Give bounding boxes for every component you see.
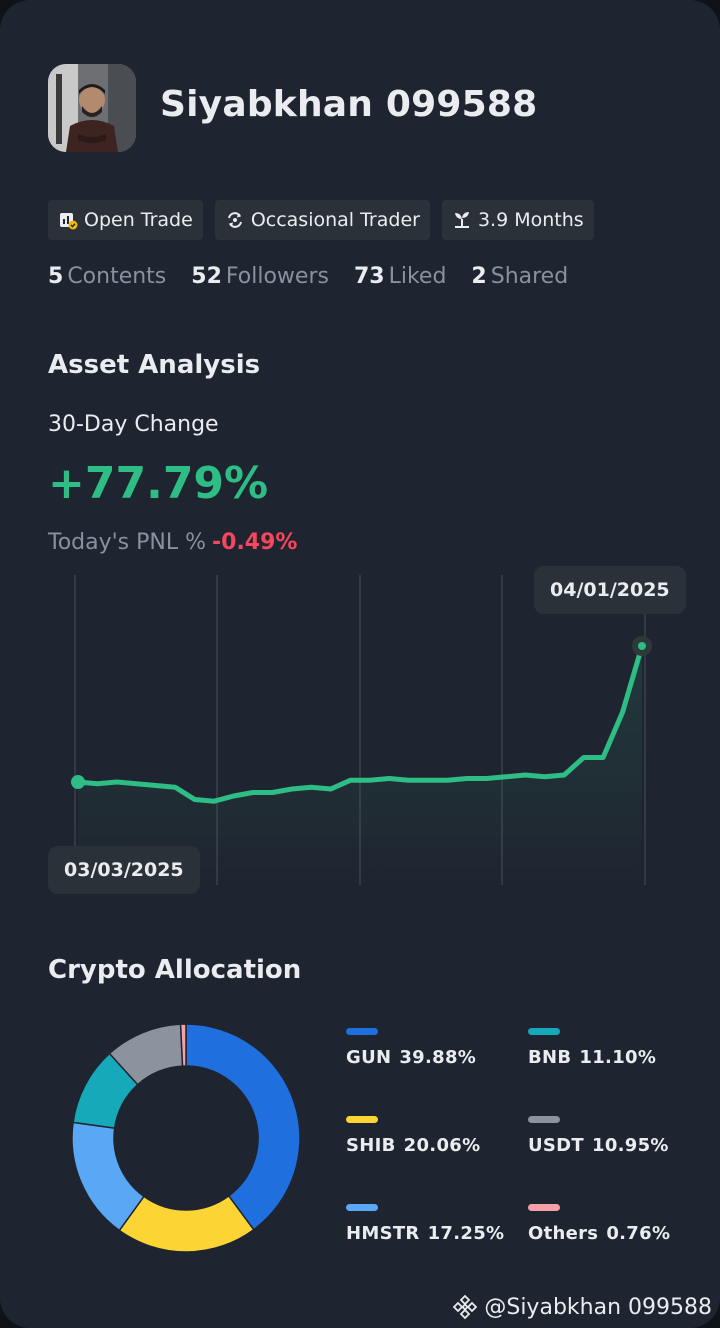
stat-shared[interactable]: 2 Shared	[471, 264, 568, 289]
legend-swatch	[346, 1116, 378, 1123]
chart-area-fill	[78, 646, 642, 885]
legend-text: BNB 11.10%	[528, 1047, 708, 1068]
change-value: +77.79%	[48, 458, 269, 509]
legend-name: HMSTR	[346, 1223, 420, 1244]
legend-swatch	[528, 1204, 560, 1211]
legend-item-hmstr: HMSTR 17.25%	[346, 1204, 526, 1244]
legend-item-bnb: BNB 11.10%	[528, 1028, 708, 1068]
legend-pct: 17.25%	[427, 1223, 505, 1244]
pnl-label: Today's PNL %	[48, 530, 207, 555]
stat-label: Shared	[490, 264, 569, 289]
chart-series-line	[75, 643, 645, 804]
legend-name: Others	[528, 1223, 599, 1244]
chart-start-point	[71, 775, 85, 789]
binance-logo-icon	[453, 1294, 478, 1320]
stat-value: 5	[48, 264, 64, 289]
tag-open-trade[interactable]: Open Trade	[48, 200, 203, 240]
donut-slice-others[interactable]	[179, 1023, 187, 1067]
legend-pct: 39.88%	[399, 1047, 477, 1068]
tag-label: Occasional Trader	[250, 209, 420, 231]
profile-stats: 5 Contents 52 Followers 73 Liked 2 Shared	[48, 264, 568, 289]
todays-pnl: Today's PNL % -0.49%	[48, 530, 297, 555]
allocation-donut-chart[interactable]	[60, 1012, 312, 1264]
legend-text: SHIB 20.06%	[346, 1135, 526, 1156]
legend-text: Others 0.76%	[528, 1223, 708, 1244]
watermark-handle: @Siyabkhan 099588	[484, 1294, 712, 1320]
stat-value: 2	[471, 264, 487, 289]
legend-item-usdt: USDT 10.95%	[528, 1116, 708, 1156]
stat-liked[interactable]: 73 Liked	[354, 264, 446, 289]
username: Siyabkhan 099588	[160, 84, 538, 125]
legend-text: HMSTR 17.25%	[346, 1223, 526, 1244]
legend-swatch	[528, 1116, 560, 1123]
stat-label: Liked	[388, 264, 447, 289]
legend-item-gun: GUN 39.88%	[346, 1028, 526, 1068]
chart-start-date: 03/03/2025	[48, 846, 200, 894]
watermark: @Siyabkhan 099588	[452, 1294, 712, 1320]
stat-contents[interactable]: 5 Contents	[48, 264, 166, 289]
legend-name: SHIB	[346, 1135, 396, 1156]
stat-followers[interactable]: 52 Followers	[191, 264, 329, 289]
legend-swatch	[346, 1028, 378, 1035]
donut-slice-gun[interactable]	[185, 1023, 301, 1231]
chart-end-date: 04/01/2025	[534, 566, 686, 614]
donut-slice-shib[interactable]	[118, 1194, 255, 1253]
asset-analysis-title: Asset Analysis	[48, 350, 261, 380]
tag-label: Open Trade	[84, 209, 193, 231]
crypto-allocation-title: Crypto Allocation	[48, 955, 302, 985]
sprout-icon	[454, 212, 469, 228]
pnl-line-chart[interactable]	[0, 560, 720, 900]
legend-text: GUN 39.88%	[346, 1047, 526, 1068]
stat-label: Contents	[67, 264, 167, 289]
avatar[interactable]	[48, 64, 136, 152]
legend-pct: 11.10%	[579, 1047, 657, 1068]
legend-name: GUN	[346, 1047, 392, 1068]
stat-value: 73	[353, 264, 385, 289]
stat-label: Followers	[225, 264, 329, 289]
profile-tags: Open Trade Occasional Trader 3.9 Months	[48, 200, 594, 240]
tag-occasional-trader[interactable]: Occasional Trader	[214, 200, 430, 240]
legend-pct: 10.95%	[592, 1135, 669, 1156]
chart-end-point	[632, 636, 652, 656]
stat-value: 52	[191, 264, 222, 289]
trader-cycle-icon	[227, 212, 242, 228]
legend-name: BNB	[528, 1047, 572, 1068]
pnl-value: -0.49%	[212, 530, 298, 555]
legend-pct: 0.76%	[606, 1223, 671, 1244]
allocation-legend: GUN 39.88% BNB 11.10% SHIB 20.06% USDT 10.95…	[346, 1028, 686, 1248]
tag-label: 3.9 Months	[477, 209, 584, 231]
legend-item-shib: SHIB 20.06%	[346, 1116, 526, 1156]
legend-swatch	[528, 1028, 560, 1035]
legend-name: USDT	[528, 1135, 584, 1156]
legend-pct: 20.06%	[403, 1135, 481, 1156]
tag-months[interactable]: 3.9 Months	[441, 200, 594, 240]
open-trade-icon	[60, 213, 78, 230]
change-label: 30-Day Change	[48, 412, 219, 437]
legend-text: USDT 10.95%	[528, 1135, 708, 1156]
legend-swatch	[346, 1204, 378, 1211]
legend-item-others: Others 0.76%	[528, 1204, 708, 1244]
